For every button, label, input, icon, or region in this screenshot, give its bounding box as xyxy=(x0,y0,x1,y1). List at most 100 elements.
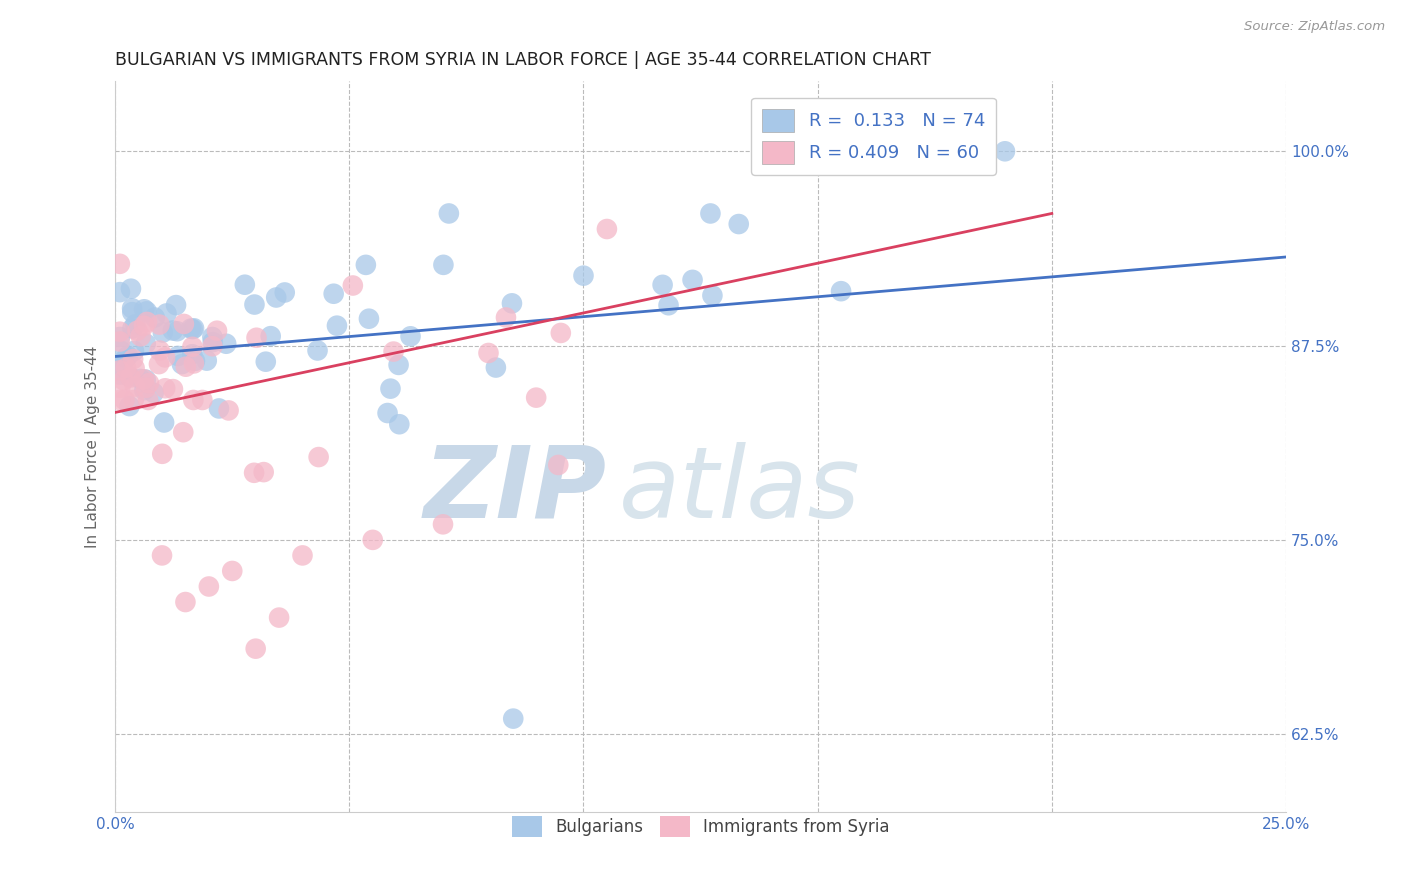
Point xyxy=(201,339,224,353)
Point xyxy=(162,382,184,396)
Point xyxy=(173,317,195,331)
Point xyxy=(195,353,218,368)
Point xyxy=(181,347,204,361)
Point xyxy=(134,383,156,397)
Point xyxy=(233,277,256,292)
Point xyxy=(572,268,595,283)
Text: Source: ZipAtlas.com: Source: ZipAtlas.com xyxy=(1244,20,1385,33)
Point xyxy=(502,712,524,726)
Point xyxy=(153,416,176,430)
Point xyxy=(361,533,384,547)
Point xyxy=(110,381,132,395)
Point xyxy=(170,357,193,371)
Point xyxy=(122,392,145,407)
Point xyxy=(326,318,349,333)
Point xyxy=(322,286,344,301)
Point xyxy=(307,343,329,358)
Point xyxy=(291,549,314,563)
Point xyxy=(172,425,194,440)
Point xyxy=(118,399,141,413)
Point xyxy=(495,310,517,325)
Point xyxy=(112,353,135,368)
Point xyxy=(830,284,852,298)
Point xyxy=(155,306,177,320)
Point xyxy=(437,206,460,220)
Point xyxy=(143,310,166,325)
Point xyxy=(354,258,377,272)
Point xyxy=(136,392,159,407)
Point xyxy=(183,392,205,407)
Point xyxy=(657,298,679,312)
Point xyxy=(114,392,136,407)
Point xyxy=(135,381,157,395)
Point xyxy=(108,368,131,382)
Legend: Bulgarians, Immigrants from Syria: Bulgarians, Immigrants from Syria xyxy=(505,809,896,844)
Point xyxy=(245,331,267,345)
Point xyxy=(117,349,139,363)
Point xyxy=(124,318,146,332)
Point xyxy=(121,301,143,316)
Point xyxy=(524,391,547,405)
Point xyxy=(245,641,267,656)
Text: ZIP: ZIP xyxy=(425,442,607,539)
Point xyxy=(153,351,176,365)
Point xyxy=(201,330,224,344)
Point xyxy=(135,336,157,351)
Point xyxy=(166,324,188,338)
Point xyxy=(108,330,131,344)
Point xyxy=(110,360,132,375)
Text: atlas: atlas xyxy=(619,442,860,539)
Point xyxy=(254,354,277,368)
Point xyxy=(108,392,131,407)
Point xyxy=(269,610,291,624)
Point xyxy=(135,304,157,318)
Point xyxy=(727,217,749,231)
Point xyxy=(142,385,165,400)
Point xyxy=(596,222,619,236)
Point xyxy=(380,382,402,396)
Point xyxy=(387,358,409,372)
Point xyxy=(547,458,569,472)
Point xyxy=(218,403,240,417)
Point xyxy=(180,321,202,335)
Point xyxy=(129,372,152,386)
Point xyxy=(399,329,422,343)
Point xyxy=(181,340,204,354)
Point xyxy=(264,291,287,305)
Y-axis label: In Labor Force | Age 35-44: In Labor Force | Age 35-44 xyxy=(86,345,101,548)
Point xyxy=(150,447,173,461)
Point xyxy=(108,285,131,300)
Point xyxy=(122,343,145,358)
Point xyxy=(485,360,508,375)
Point xyxy=(148,357,170,371)
Point xyxy=(174,359,197,374)
Point xyxy=(501,296,523,310)
Point xyxy=(550,326,572,340)
Point xyxy=(124,361,146,376)
Point xyxy=(382,344,405,359)
Point xyxy=(108,325,131,339)
Point xyxy=(191,392,214,407)
Point xyxy=(198,580,221,594)
Point xyxy=(162,324,184,338)
Point xyxy=(308,450,330,464)
Point xyxy=(148,318,170,332)
Point xyxy=(174,595,197,609)
Point xyxy=(121,305,143,319)
Point xyxy=(994,145,1017,159)
Point xyxy=(183,356,205,370)
Point xyxy=(127,324,149,338)
Point xyxy=(243,466,266,480)
Point xyxy=(167,349,190,363)
Point xyxy=(388,417,411,432)
Point xyxy=(120,370,142,384)
Point xyxy=(274,285,297,300)
Point xyxy=(138,376,160,391)
Point xyxy=(136,315,159,329)
Point xyxy=(124,379,146,393)
Point xyxy=(112,373,135,387)
Point xyxy=(432,517,454,532)
Point xyxy=(208,401,231,416)
Point xyxy=(682,273,704,287)
Point xyxy=(702,288,724,302)
